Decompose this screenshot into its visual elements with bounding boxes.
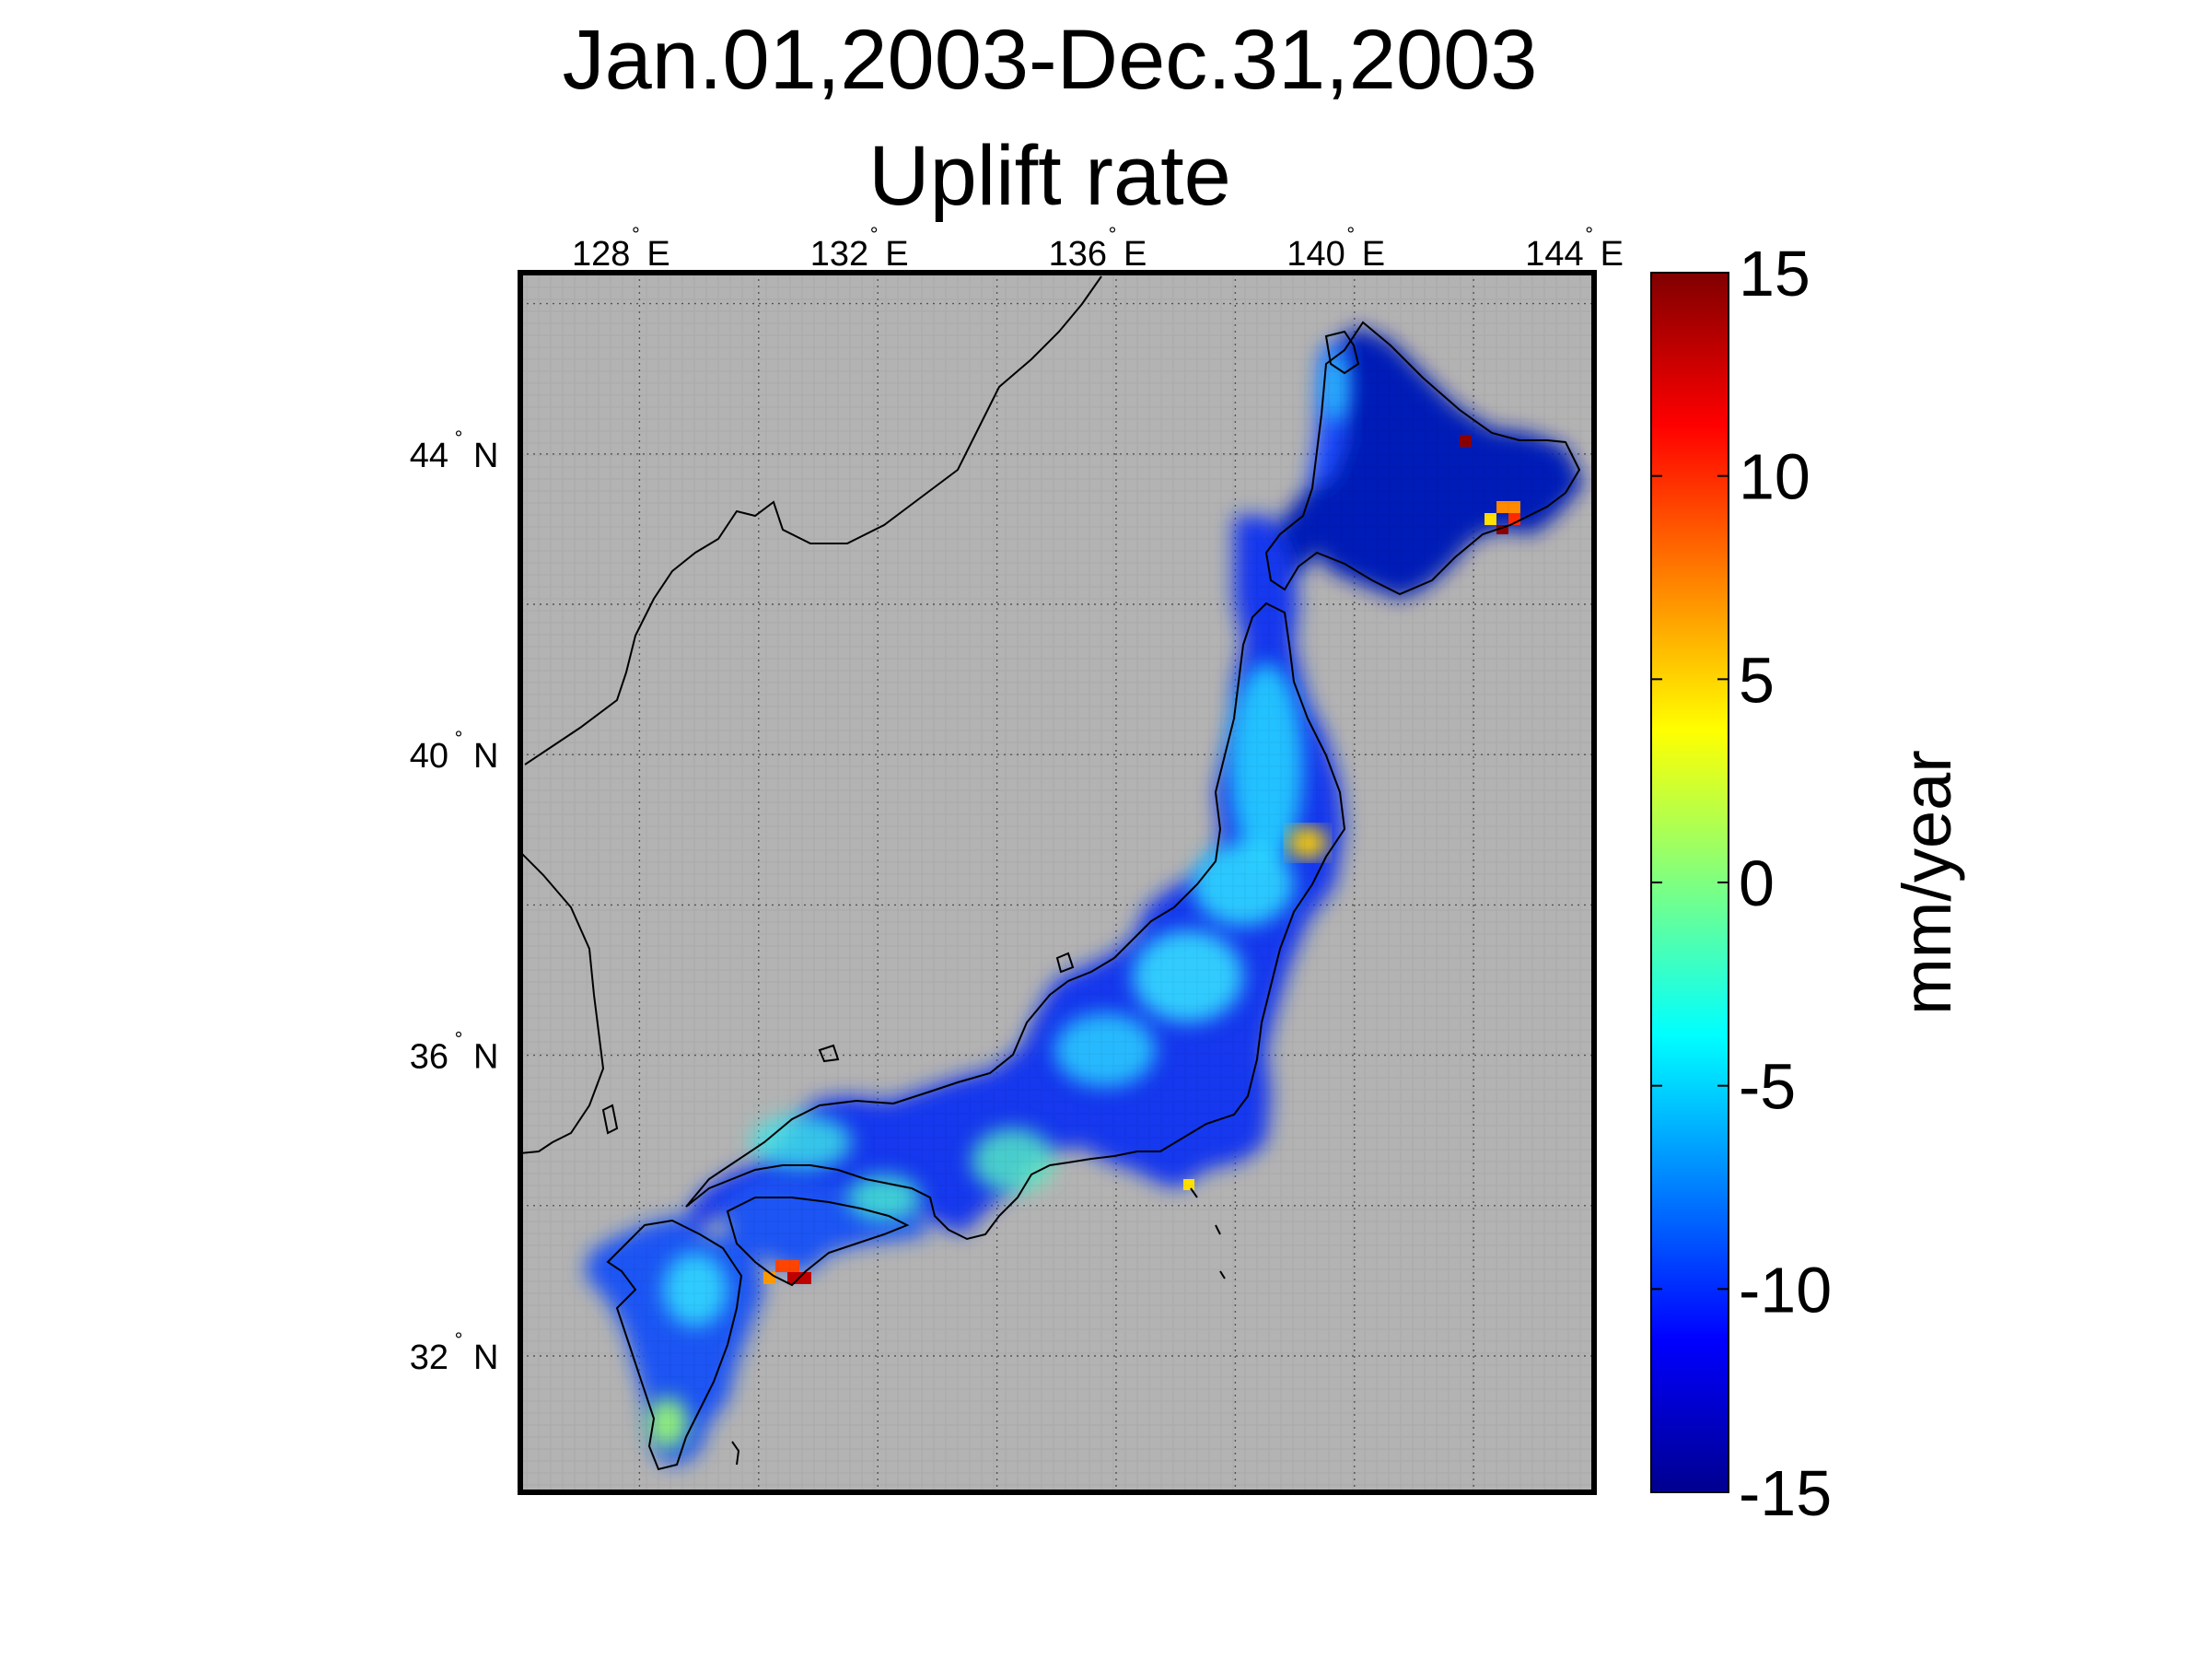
latitude-hemisphere: N: [473, 437, 498, 475]
degree-symbol: °: [870, 223, 879, 246]
longitude-label-132: 132° E: [810, 223, 909, 274]
sakhalin-coastline: [1324, 330, 1360, 375]
longitude-value: 128: [572, 235, 630, 274]
latitude-hemisphere: N: [473, 1038, 498, 1077]
map-panel: [518, 270, 1597, 1495]
degree-symbol: °: [1346, 223, 1355, 246]
degree-symbol: °: [455, 1028, 463, 1051]
latitude-value: 40: [410, 737, 448, 776]
longitude-label-136: 136° E: [1049, 223, 1147, 274]
uplift-heatmap: [520, 273, 1594, 1492]
degree-symbol: °: [1109, 223, 1117, 246]
latitude-label-44: 44 ° N: [410, 426, 499, 475]
colorbar-tick-label: -10: [1739, 1254, 1832, 1326]
longitude-label-128: 128° E: [572, 223, 670, 274]
longitude-value: 132: [810, 235, 868, 274]
latitude-hemisphere: N: [473, 1338, 498, 1377]
degree-symbol: °: [455, 727, 463, 750]
sado-island: [1055, 952, 1075, 974]
colorbar-ticks: 15 10 5 0 -5 -10 -15: [1651, 238, 1832, 1529]
latitude-label-32: 32 ° N: [410, 1328, 499, 1377]
title-line-1: Jan.01,2003-Dec.31,2003: [563, 13, 1538, 107]
shikoku-coastline: [726, 1197, 910, 1287]
longitude-value: 144: [1525, 235, 1583, 274]
pixel-grid-overlay: [520, 273, 1594, 1492]
latitude-label-40: 40 ° N: [410, 727, 499, 776]
longitude-value: 136: [1049, 235, 1107, 274]
colorbar-tick-label: 15: [1739, 238, 1810, 310]
longitude-label-144: 144° E: [1525, 223, 1624, 274]
izu-islands: [1190, 1187, 1226, 1279]
latitude-hemisphere: N: [473, 737, 498, 776]
oki-island: [818, 1044, 840, 1063]
longitude-label-140: 140° E: [1286, 223, 1385, 274]
tanegashima-island: [731, 1441, 740, 1466]
colorbar-tick-label: 0: [1739, 847, 1775, 919]
map-frame: [518, 270, 1597, 1495]
tsushima-island: [601, 1104, 619, 1135]
longitude-hemisphere: E: [646, 235, 669, 274]
kyushu-coastline: [606, 1219, 743, 1471]
longitude-labels: 128°E 132°E 136°E 140°E 144°E: [572, 223, 1624, 274]
degree-symbol: °: [455, 426, 463, 450]
asia-coastline: [524, 275, 1102, 765]
latitude-value: 36: [410, 1038, 448, 1077]
korea-coastline: [520, 851, 605, 1154]
degree-symbol: °: [455, 1328, 463, 1351]
latitude-label-36: 36 ° N: [410, 1028, 499, 1077]
longitude-hemisphere: E: [1601, 235, 1624, 274]
latitude-value: 44: [410, 437, 448, 475]
honshu-coastline: [685, 602, 1346, 1241]
colorbar-tick-label: 5: [1739, 644, 1775, 716]
degree-symbol: °: [1585, 223, 1593, 246]
hokkaido-coastline: [1264, 321, 1581, 596]
latitude-value: 32: [410, 1338, 448, 1377]
degree-symbol: °: [632, 223, 640, 246]
longitude-hemisphere: E: [885, 235, 908, 274]
longitude-hemisphere: E: [1362, 235, 1385, 274]
title-line-2: Uplift rate: [868, 129, 1231, 223]
latitude-labels: 44 ° N 40 ° N 36 ° N 32 ° N: [410, 426, 499, 1377]
colorbar-tick-label: 10: [1739, 441, 1810, 513]
colorbar-label: mm/year: [1889, 750, 1965, 1015]
coastlines: [520, 275, 1581, 1471]
colorbar-tick-label: -5: [1739, 1051, 1796, 1123]
colorbar-gradient: [1650, 272, 1729, 1493]
longitude-hemisphere: E: [1123, 235, 1147, 274]
colorbar: 15 10 5 0 -5 -10 -15 mm/year: [1650, 238, 1965, 1529]
colorbar-tick-label: -15: [1739, 1457, 1832, 1529]
longitude-value: 140: [1286, 235, 1345, 274]
